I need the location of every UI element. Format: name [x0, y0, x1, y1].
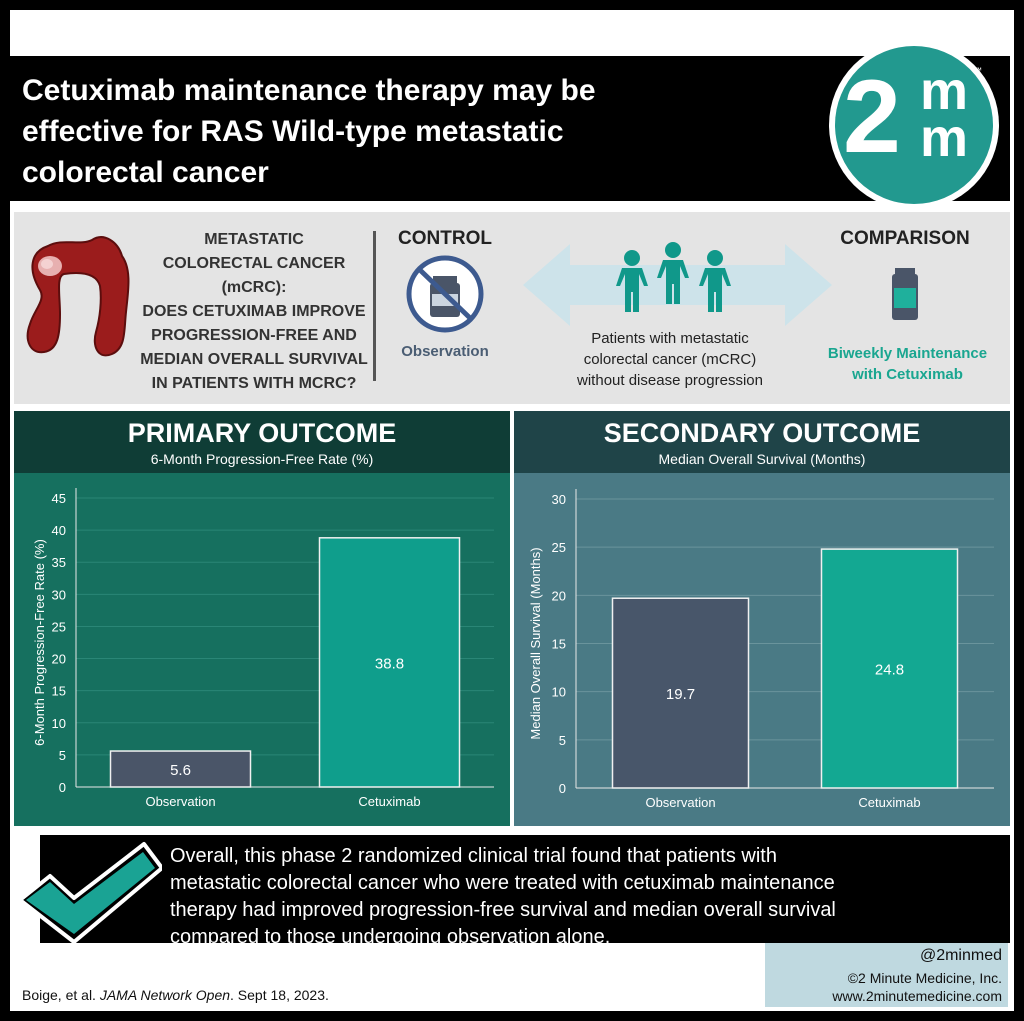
- comparison-label: Biweekly Maintenance with Cetuximab: [805, 343, 1010, 385]
- bar: [318, 537, 461, 788]
- y-tick-label: 0: [59, 780, 66, 795]
- conclusion-band: [40, 835, 1010, 943]
- y-tick-label: 30: [552, 492, 566, 507]
- comparison-line: with Cetuximab: [852, 366, 963, 383]
- logo-circle: [835, 46, 993, 204]
- patients-icon: [616, 242, 731, 312]
- checkmark-icon: [18, 842, 162, 944]
- population-text: Patients with metastatic colorectal canc…: [545, 328, 795, 391]
- no-drug-icon: [406, 255, 484, 333]
- question-line: (mCRC):: [221, 279, 287, 296]
- conclusion-line: metastatic colorectal cancer who were tr…: [170, 872, 835, 894]
- population-line: without disease progression: [577, 372, 763, 389]
- question-line: DOES CETUXIMAB IMPROVE: [142, 303, 366, 320]
- bar: [611, 597, 750, 789]
- y-tick-label: 10: [52, 716, 66, 731]
- x-tick-label: Cetuximab: [358, 794, 420, 809]
- y-tick-label: 5: [59, 748, 66, 763]
- question-line: PROGRESSION-FREE AND: [151, 327, 357, 344]
- website-link[interactable]: www.2minutemedicine.com: [832, 988, 1002, 1004]
- secondary-outcome-title: SECONDARY OUTCOME: [603, 418, 921, 448]
- y-tick-label: 20: [52, 652, 66, 667]
- y-tick-label: 25: [552, 540, 566, 555]
- question-line: COLORECTAL CANCER: [162, 255, 346, 272]
- citation-journal: JAMA Network Open: [99, 987, 231, 1003]
- x-tick-label: Observation: [145, 794, 215, 809]
- citation-date: . Sept 18, 2023.: [230, 987, 329, 1003]
- bar: [109, 750, 252, 788]
- drug-vial-icon: [892, 268, 918, 320]
- research-question: METASTATIC COLORECTAL CANCER (mCRC): DOE…: [140, 228, 368, 396]
- colon-icon: [26, 236, 130, 357]
- credit-box: [765, 943, 1008, 1007]
- bar: [820, 548, 959, 789]
- question-line: MEDIAN OVERALL SURVIVAL: [140, 351, 368, 368]
- y-tick-label: 40: [52, 523, 66, 538]
- title-line: colorectal cancer: [22, 156, 269, 189]
- y-tick-label: 15: [52, 684, 66, 699]
- primary-outcome-title: PRIMARY OUTCOME: [127, 418, 397, 448]
- logo-digit: 2: [843, 59, 901, 175]
- population-line: Patients with metastatic: [591, 330, 749, 347]
- bar-value-label: 24.8: [875, 662, 904, 679]
- y-tick-label: 45: [52, 491, 66, 506]
- twitter-handle: @2minmed: [919, 947, 1002, 964]
- conclusion-line: compared to those undergoing observation…: [170, 926, 611, 948]
- y-axis-label: 6-Month Progression-Free Rate (%): [32, 539, 47, 746]
- question-line: IN PATIENTS WITH MCRC?: [151, 375, 357, 392]
- conclusion-line: therapy had improved progression-free su…: [170, 899, 836, 921]
- y-tick-label: 30: [52, 587, 66, 602]
- secondary-outcome-header: [514, 411, 1010, 473]
- title-line: Cetuximab maintenance therapy may be: [22, 74, 596, 107]
- comparison-heading: COMPARISON: [840, 228, 970, 249]
- question-line: METASTATIC: [204, 231, 304, 248]
- page-title: Cetuximab maintenance therapy may be eff…: [22, 70, 742, 193]
- y-tick-label: 5: [559, 733, 566, 748]
- y-tick-label: 35: [52, 555, 66, 570]
- conclusion-text: Overall, this phase 2 randomized clinica…: [170, 843, 970, 951]
- pico-band: [14, 212, 1010, 404]
- y-tick-label: 10: [552, 685, 566, 700]
- conclusion-line: Overall, this phase 2 randomized clinica…: [170, 845, 777, 867]
- logo-letter-bottom: m: [920, 108, 969, 168]
- bar-value-label: 19.7: [666, 686, 695, 703]
- primary-outcome-header: [14, 411, 510, 473]
- logo-letter-top: m: [920, 61, 969, 121]
- y-tick-label: 20: [552, 588, 566, 603]
- citation-authors: Boige, et al.: [22, 987, 100, 1003]
- copyright: ©2 Minute Medicine, Inc.: [847, 970, 1002, 986]
- y-tick-label: 25: [52, 619, 66, 634]
- secondary-outcome-chart: 0 5 10 15 20 25 30 19.7 Observation 24.8 Cetuximab…: [528, 489, 994, 810]
- pico-divider: [373, 231, 376, 381]
- primary-outcome-chart: 0 5 10 15 20 25 30 35 40 45 5.6 Observation 38.8 Cetu…: [32, 488, 494, 809]
- bar-value-label: 5.6: [170, 762, 191, 779]
- citation: Boige, et al. JAMA Network Open. Sept 18…: [22, 987, 329, 1003]
- y-axis-label: Median Overall Survival (Months): [528, 547, 543, 739]
- control-label: Observation: [401, 343, 489, 360]
- y-tick-label: 0: [559, 781, 566, 796]
- secondary-outcome-subtitle: Median Overall Survival (Months): [658, 451, 866, 467]
- title-line: effective for RAS Wild-type metastatic: [22, 115, 564, 148]
- primary-outcome-subtitle: 6-Month Progression-Free Rate (%): [150, 451, 374, 467]
- y-tick-label: 15: [552, 637, 566, 652]
- logo-trademark: ™: [974, 66, 982, 75]
- control-heading: CONTROL: [398, 228, 492, 249]
- comparison-line: Biweekly Maintenance: [827, 345, 988, 362]
- population-line: colorectal cancer (mCRC): [583, 351, 757, 368]
- x-tick-label: Cetuximab: [858, 795, 920, 810]
- x-tick-label: Observation: [645, 795, 715, 810]
- bar-value-label: 38.8: [375, 655, 404, 672]
